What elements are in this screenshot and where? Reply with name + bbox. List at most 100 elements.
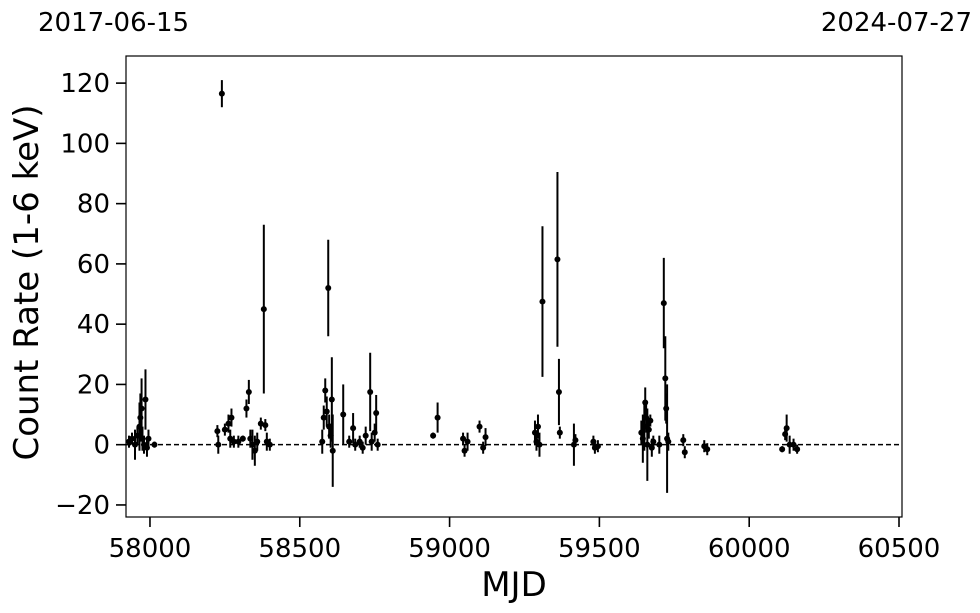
y-tick-label: 40 xyxy=(77,310,110,340)
data-point xyxy=(367,388,374,395)
data-point xyxy=(350,425,357,432)
data-point xyxy=(247,435,254,442)
data-point xyxy=(245,388,252,395)
data-point xyxy=(362,432,369,439)
data-point xyxy=(536,441,543,448)
data-point xyxy=(660,300,667,307)
data-point xyxy=(218,90,225,97)
data-point xyxy=(643,414,650,421)
data-point xyxy=(228,414,235,421)
data-point xyxy=(594,443,601,450)
data-point xyxy=(266,441,273,448)
data-point xyxy=(320,414,327,421)
data-point xyxy=(346,438,353,445)
y-tick-label: 20 xyxy=(77,370,110,400)
data-point xyxy=(340,411,347,418)
data-point xyxy=(704,446,711,453)
data-point xyxy=(680,437,687,444)
data-point xyxy=(572,437,579,444)
data-point xyxy=(556,429,563,436)
y-tick-label: −20 xyxy=(55,491,110,521)
data-point xyxy=(137,414,144,421)
data-point xyxy=(254,438,261,445)
data-point xyxy=(139,435,146,442)
data-point xyxy=(642,399,649,406)
data-point xyxy=(373,410,380,417)
data-point xyxy=(794,446,801,453)
y-tick-label: 60 xyxy=(77,250,110,280)
data-point xyxy=(143,444,150,451)
data-point xyxy=(460,435,467,442)
data-point xyxy=(151,441,158,448)
data-point xyxy=(215,441,222,448)
data-point xyxy=(648,444,655,451)
data-point xyxy=(590,438,597,445)
data-point-layer xyxy=(125,90,801,456)
plot-frame xyxy=(125,55,903,518)
data-point xyxy=(221,426,228,433)
data-point xyxy=(656,441,663,448)
data-point xyxy=(539,298,546,305)
data-point xyxy=(327,432,334,439)
data-point xyxy=(230,438,237,445)
data-point xyxy=(639,435,646,442)
x-tick-label: 59000 xyxy=(408,534,491,564)
data-point xyxy=(262,422,269,429)
data-point xyxy=(356,438,363,445)
data-point xyxy=(531,429,538,436)
data-point xyxy=(647,417,654,424)
data-point xyxy=(554,256,561,263)
data-point xyxy=(638,429,645,436)
data-point xyxy=(249,441,256,448)
data-point xyxy=(681,449,688,456)
data-point xyxy=(779,446,786,453)
y-axis-title: Count Rate (1-6 keV) xyxy=(7,104,47,460)
data-point xyxy=(482,434,489,441)
data-point xyxy=(326,423,333,430)
x-axis-ticks: 58000 58500 59000 59500 60000 60500 xyxy=(109,517,941,564)
data-point xyxy=(645,426,652,433)
error-bar-layer xyxy=(127,80,799,493)
x-tick-label: 58500 xyxy=(258,534,341,564)
data-point xyxy=(319,438,326,445)
data-point xyxy=(570,441,577,448)
data-point xyxy=(374,441,381,448)
y-axis-ticks: −20 0 20 40 60 80 100 120 xyxy=(55,69,126,521)
data-point xyxy=(368,438,375,445)
data-point xyxy=(138,405,145,412)
data-point xyxy=(665,438,672,445)
y-tick-label: 100 xyxy=(60,129,110,159)
data-point xyxy=(134,432,141,439)
data-point xyxy=(128,435,135,442)
x-axis-title: MJD xyxy=(481,565,547,605)
data-point xyxy=(476,423,483,430)
data-point xyxy=(480,444,487,451)
data-point xyxy=(434,414,441,421)
data-point xyxy=(359,444,366,451)
data-point xyxy=(225,420,232,427)
data-point xyxy=(555,388,562,395)
data-point xyxy=(790,441,797,448)
data-point xyxy=(214,428,221,435)
data-point xyxy=(662,375,669,382)
data-point xyxy=(650,438,657,445)
data-point xyxy=(243,405,250,412)
data-point xyxy=(641,423,648,430)
data-point xyxy=(322,387,329,394)
data-point xyxy=(260,306,267,313)
data-point xyxy=(328,396,335,403)
data-point xyxy=(131,441,138,448)
x-tick-label: 58000 xyxy=(109,534,192,564)
data-point xyxy=(251,447,258,454)
data-point xyxy=(329,447,336,454)
data-point xyxy=(235,438,242,445)
top-date-right: 2024-07-27 xyxy=(820,8,972,38)
y-tick-label: 80 xyxy=(77,190,110,220)
x-tick-label: 60000 xyxy=(708,534,791,564)
data-point xyxy=(430,432,437,439)
x-tick-label: 60500 xyxy=(858,534,941,564)
data-point xyxy=(325,285,332,292)
data-point xyxy=(371,429,378,436)
data-point xyxy=(323,408,330,415)
